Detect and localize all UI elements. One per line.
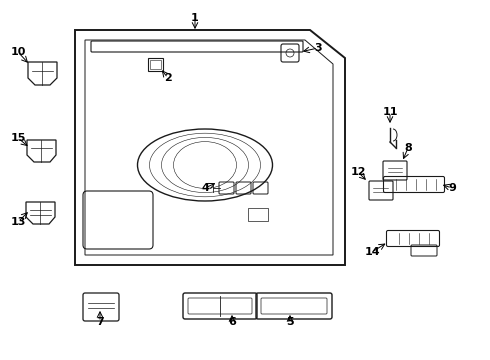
Text: 3: 3 <box>314 43 322 53</box>
Text: 9: 9 <box>448 183 456 193</box>
Text: 8: 8 <box>404 143 412 153</box>
Text: 12: 12 <box>350 167 366 177</box>
Text: 7: 7 <box>96 317 104 327</box>
Text: 14: 14 <box>364 247 380 257</box>
Text: 6: 6 <box>228 317 236 327</box>
Text: 2: 2 <box>164 73 172 83</box>
Text: 10: 10 <box>10 47 25 57</box>
Text: 13: 13 <box>10 217 25 227</box>
Text: 11: 11 <box>382 107 398 117</box>
Text: 15: 15 <box>10 133 25 143</box>
Text: 4: 4 <box>201 183 209 193</box>
Text: 5: 5 <box>286 317 294 327</box>
Text: 1: 1 <box>191 13 199 23</box>
